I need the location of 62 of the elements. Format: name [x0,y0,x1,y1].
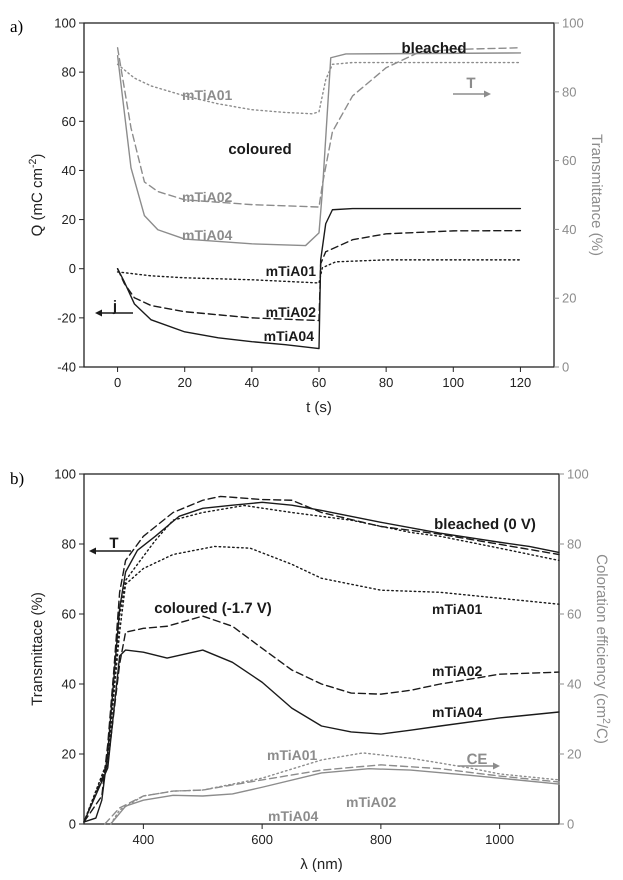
series-label: mTiA04 [268,808,319,824]
annotation: coloured (-1.7 V) [154,600,272,617]
annotation: T [109,535,119,552]
series-label: mTiA02 [182,189,233,205]
x-tick-label: 800 [370,832,392,847]
y-tick-label: 20 [62,746,76,762]
y-tick-label: 40 [62,676,76,692]
y-tick-label: 100 [54,466,76,482]
y-tick-label: 60 [62,606,76,622]
x-axis-title: λ (nm) [300,856,343,873]
x-tick-label: 0 [114,375,122,390]
y2-tick-label: 40 [567,676,582,692]
series-label: mTiA01 [266,263,316,279]
y-tick-label: 100 [54,16,76,30]
y-tick-label: -20 [57,310,76,326]
y-tick-label: -40 [57,360,76,374]
series-label: mTiA01 [432,601,483,617]
y2-tick-label: 40 [562,222,576,237]
annotation: coloured [228,141,292,158]
x-tick-label: 600 [251,832,273,847]
series-label: mTiA04 [432,704,483,720]
y-tick-label: 80 [62,536,76,552]
series-label: mTiA04 [182,227,233,243]
series-label: mTiA01 [182,87,233,103]
y2-tick-label: 100 [562,16,584,30]
y2-axis-title: Transmittance (%) [588,134,605,256]
y2-tick-label: 80 [562,84,576,100]
y2-tick-label: 80 [567,536,582,552]
series-label: mTiA01 [267,747,318,763]
y2-tick-label: 60 [562,153,576,168]
y2-tick-label: 0 [562,360,570,374]
y2-tick-label: 60 [567,606,582,622]
y-tick-label: 0 [68,816,76,832]
x-tick-label: 40 [244,375,260,390]
y2-tick-label: 100 [567,466,589,482]
series-label: mTiA02 [346,794,397,810]
chart-title: a) [10,17,24,36]
y-axis-title: Transmittace (%) [29,592,46,706]
annotation: T [466,75,476,92]
x-tick-label: 400 [132,832,154,847]
annotation: bleached [401,40,467,57]
y-tick-label: 0 [68,261,76,276]
series-label: mTiA02 [266,304,316,320]
x-tick-label: 120 [510,375,532,390]
y-tick-label: 60 [62,114,76,129]
x-tick-label: 100 [442,375,464,390]
y-tick-label: 80 [62,64,76,80]
series-label: mTiA02 [432,663,483,679]
x-tick-label: 60 [312,375,326,390]
x-tick-label: 20 [177,375,192,390]
x-tick-label: 80 [378,375,394,390]
series-label: mTiA04 [264,328,314,344]
y2-tick-label: 20 [567,746,582,762]
y2-tick-label: 20 [562,290,576,306]
y-tick-label: 20 [62,212,76,228]
annotation: bleached (0 V) [434,516,536,533]
x-tick-label: 1000 [485,832,514,847]
y2-tick-label: 0 [567,816,574,832]
annotation: CE [466,751,488,768]
x-axis-title: t (s) [306,399,332,416]
y-tick-label: 40 [62,162,76,178]
chart-title: b) [10,469,24,488]
